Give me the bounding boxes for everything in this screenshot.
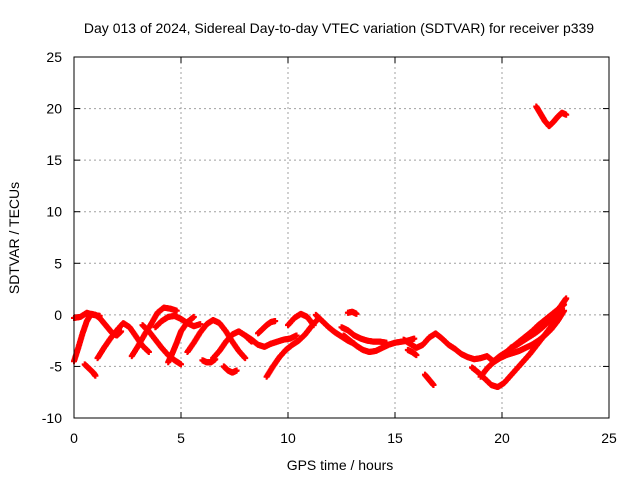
chart-title: Day 013 of 2024, Sidereal Day-to-day VTE… [84, 20, 594, 36]
grid-lines [74, 57, 609, 418]
data-point [413, 352, 420, 359]
data-point [310, 322, 317, 329]
data-point [233, 367, 240, 374]
data-series-arc-7 [152, 312, 204, 331]
y-tick-label: -5 [50, 358, 63, 374]
data-series-arc-13 [242, 332, 274, 350]
data-series-arc-27 [507, 295, 570, 351]
x-tick-label: 5 [177, 430, 185, 446]
y-tick-label: -10 [42, 410, 62, 426]
data-point [145, 348, 152, 355]
data-series-arc-24 [421, 371, 437, 388]
y-tick-label: 25 [46, 49, 62, 65]
data-series-arc-22 [400, 301, 568, 365]
y-tick-label: 0 [54, 307, 62, 323]
data-series-arc-28 [533, 103, 570, 130]
data-point [190, 313, 197, 320]
data-point [561, 307, 568, 314]
data-series-arc-2 [71, 309, 103, 321]
data-point [197, 321, 204, 328]
y-axis-label: SDTVAR / TECUs [6, 182, 22, 294]
data-series-arc-21 [344, 308, 360, 317]
y-tick-label: 15 [46, 152, 62, 168]
data-point [272, 318, 279, 325]
data-series-arc-26 [477, 307, 568, 380]
data-point [430, 381, 437, 388]
x-tick-label: 15 [387, 430, 403, 446]
data-series-arc-16 [267, 332, 300, 347]
y-tick-label: 5 [54, 255, 62, 271]
data-series-arc-17 [285, 310, 317, 329]
data-series-arc-5 [128, 304, 180, 360]
data-series-arc-14 [255, 318, 279, 337]
x-tick-label: 10 [280, 430, 296, 446]
x-tick-label: 0 [70, 430, 78, 446]
data-point [563, 295, 570, 302]
data-point [173, 307, 180, 314]
data-series-arc-4 [94, 320, 152, 362]
data-series-arc-8 [165, 313, 197, 366]
data-series-arc-23 [404, 346, 420, 359]
data-point [92, 372, 99, 379]
data-series-arc-3 [81, 361, 99, 379]
data-point [383, 339, 390, 346]
data-point [242, 355, 249, 362]
data-point [293, 332, 300, 339]
y-tick-label: 20 [46, 101, 62, 117]
data-series-arc-12 [220, 363, 240, 376]
data-point [178, 361, 184, 368]
data-series-arc-20 [338, 324, 390, 346]
data-point [563, 111, 570, 118]
x-axis-label: GPS time / hours [287, 457, 394, 473]
data-point [353, 310, 360, 317]
data-points [71, 103, 570, 391]
x-tick-label: 25 [601, 430, 617, 446]
data-point [96, 312, 103, 319]
y-tick-label: 10 [46, 204, 62, 220]
x-tick-label: 20 [494, 430, 510, 446]
data-point [411, 335, 418, 342]
plot-frame [73, 56, 610, 419]
